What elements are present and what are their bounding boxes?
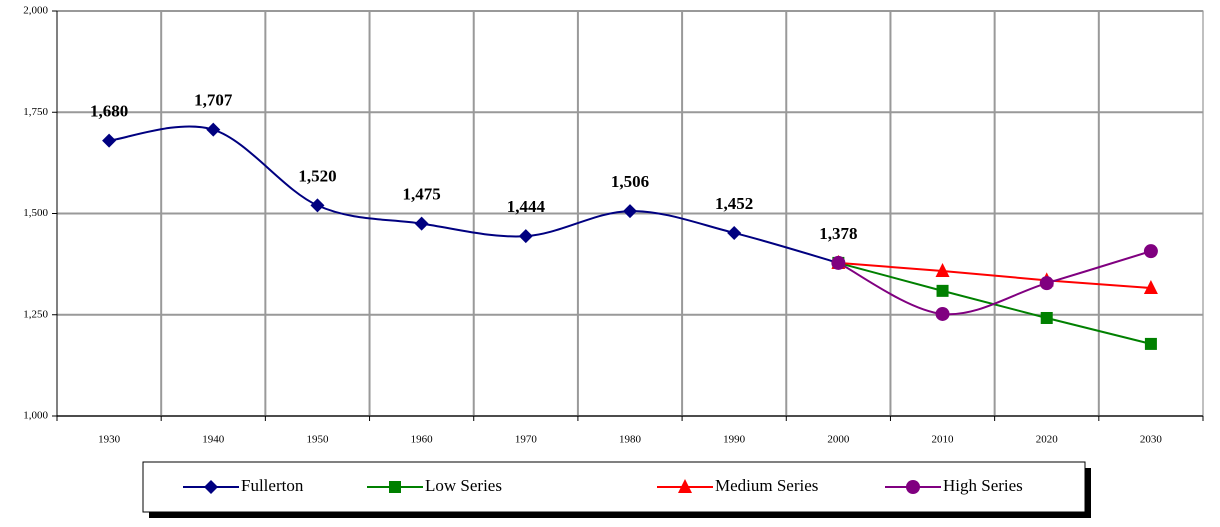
y-tick-label: 1,250 <box>23 308 48 320</box>
data-label: 1,707 <box>194 91 233 110</box>
legend-items: Fullerton Low Series Medium Series High Ser… <box>183 476 1023 495</box>
x-tick-label: 1940 <box>202 434 225 446</box>
axes: 1,000 1,250 1,500 1,750 2,000 1930 1940 1950 196… <box>23 5 1204 446</box>
x-tick-label: 1980 <box>619 434 642 446</box>
marker-triangle <box>935 263 950 278</box>
markers <box>102 122 1158 350</box>
marker-circle <box>935 306 950 321</box>
marker-triangle <box>1143 280 1158 295</box>
y-tick-label: 2,000 <box>23 5 48 17</box>
data-label: 1,680 <box>90 102 128 121</box>
x-tick-label: 1960 <box>411 434 434 446</box>
lines <box>108 125 1152 345</box>
x-tick-label: 2020 <box>1036 434 1059 446</box>
x-tick-label: 2010 <box>932 434 955 446</box>
marker-diamond <box>518 229 533 244</box>
marker-square <box>936 284 949 297</box>
data-label: 1,475 <box>403 185 441 204</box>
data-label: 1,520 <box>298 166 336 185</box>
marker-circle <box>906 480 920 494</box>
legend-label: High Series <box>943 476 1023 495</box>
data-label: 1,506 <box>611 172 649 191</box>
labels: 1,680 1,707 1,520 1,475 1,444 1,506 1,452 1,378 <box>90 91 858 243</box>
marker-diamond <box>204 480 218 494</box>
x-tick-label: 2030 <box>1140 434 1163 446</box>
y-tick-label: 1,000 <box>23 410 48 422</box>
marker-diamond <box>102 133 117 148</box>
data-label: 1,378 <box>819 224 857 243</box>
marker-square <box>389 481 401 493</box>
marker-circle <box>831 255 846 270</box>
data-label: 1,452 <box>715 194 753 213</box>
x-tick-label: 2000 <box>827 434 850 446</box>
x-tick-label: 1990 <box>723 434 746 446</box>
marker-diamond <box>414 216 429 231</box>
legend-label: Low Series <box>425 476 502 495</box>
x-tick-label: 1970 <box>515 434 538 446</box>
marker-diamond <box>310 198 325 213</box>
series-line <box>108 125 839 264</box>
series-line <box>838 261 1151 290</box>
marker-triangle <box>678 479 692 493</box>
y-tick-label: 1,750 <box>23 106 48 118</box>
marker-square <box>1040 311 1053 324</box>
data-label: 1,444 <box>507 197 546 216</box>
marker-diamond <box>206 122 221 137</box>
series-line <box>837 250 1152 316</box>
marker-circle <box>1143 244 1158 259</box>
legend-label: Fullerton <box>241 476 304 495</box>
legend-label: Medium Series <box>715 476 818 495</box>
marker-square <box>1144 337 1157 350</box>
marker-circle <box>1039 276 1054 291</box>
x-tick-label: 1930 <box>98 434 121 446</box>
marker-diamond <box>623 204 637 219</box>
marker-diamond <box>727 225 742 240</box>
y-tick-label: 1,500 <box>23 207 48 219</box>
x-tick-label: 1950 <box>306 434 329 446</box>
